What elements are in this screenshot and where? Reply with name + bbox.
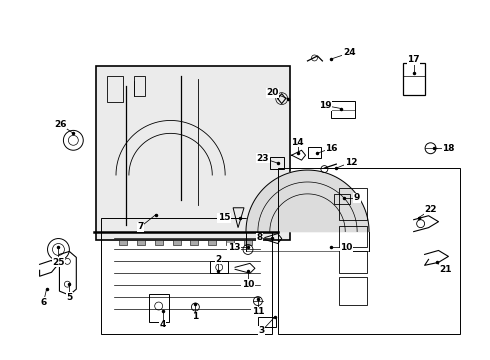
Bar: [134, 76, 145, 96]
Bar: [107, 76, 123, 102]
Bar: [331, 100, 355, 118]
Text: 5: 5: [66, 293, 73, 302]
Text: 26: 26: [54, 120, 67, 129]
Bar: [258, 317, 276, 327]
Bar: [334, 194, 350, 204]
Text: 4: 4: [159, 320, 166, 329]
Bar: [137, 239, 145, 246]
Bar: [339, 226, 367, 247]
Bar: [172, 239, 180, 246]
Polygon shape: [246, 170, 369, 231]
Text: 19: 19: [319, 101, 332, 110]
Text: 3: 3: [259, 326, 265, 335]
Text: 23: 23: [257, 154, 269, 163]
Bar: [155, 239, 163, 246]
Text: 18: 18: [442, 144, 455, 153]
Text: 6: 6: [41, 298, 47, 307]
Text: 7: 7: [138, 222, 144, 231]
Bar: [210, 261, 228, 273]
Bar: [270, 157, 284, 169]
Bar: [339, 188, 367, 220]
Text: 11: 11: [252, 307, 264, 316]
Text: 1: 1: [192, 312, 198, 321]
Bar: [403, 63, 425, 95]
Bar: [308, 147, 321, 158]
Bar: [208, 239, 216, 246]
Bar: [339, 251, 367, 273]
Text: 24: 24: [343, 49, 356, 58]
Text: 12: 12: [345, 158, 357, 167]
Text: 2: 2: [215, 255, 221, 264]
Text: 8: 8: [257, 233, 263, 242]
Bar: [119, 239, 127, 246]
Text: 14: 14: [291, 138, 304, 147]
Text: 10: 10: [340, 243, 352, 252]
Text: 20: 20: [267, 88, 279, 97]
Text: 21: 21: [439, 265, 452, 274]
Text: 25: 25: [52, 258, 65, 267]
Text: 13: 13: [228, 243, 240, 252]
Bar: [244, 239, 252, 246]
Text: 17: 17: [407, 55, 420, 64]
Text: 10: 10: [242, 280, 254, 289]
Bar: [226, 239, 234, 246]
FancyBboxPatch shape: [96, 66, 290, 239]
Bar: [339, 277, 367, 305]
Text: 9: 9: [354, 193, 360, 202]
Bar: [191, 239, 198, 246]
Text: 22: 22: [424, 205, 437, 214]
Text: 15: 15: [218, 213, 230, 222]
Bar: [149, 294, 169, 322]
Text: 16: 16: [325, 144, 338, 153]
